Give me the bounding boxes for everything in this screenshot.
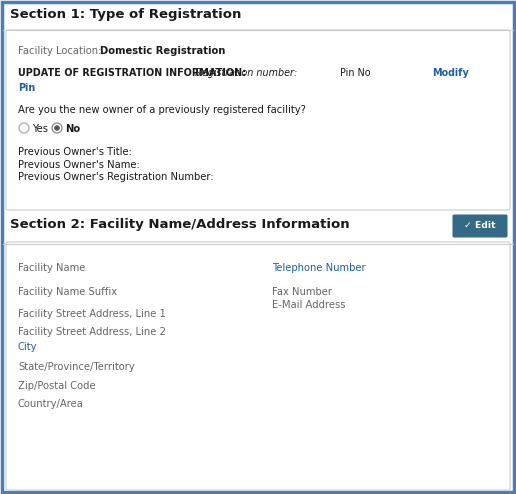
Text: Pin: Pin bbox=[18, 83, 35, 93]
Text: Facility Name: Facility Name bbox=[18, 263, 85, 273]
FancyBboxPatch shape bbox=[6, 242, 510, 490]
Text: Telephone Number: Telephone Number bbox=[272, 263, 366, 273]
Text: Modify: Modify bbox=[432, 68, 469, 78]
Text: Section 2: Facility Name/Address Information: Section 2: Facility Name/Address Informa… bbox=[10, 218, 350, 231]
Text: Pin No: Pin No bbox=[340, 68, 370, 78]
Text: Registration number:: Registration number: bbox=[195, 68, 297, 78]
Text: Facility Street Address, Line 2: Facility Street Address, Line 2 bbox=[18, 327, 166, 337]
Text: Yes: Yes bbox=[32, 124, 48, 134]
Circle shape bbox=[52, 123, 62, 133]
Text: Previous Owner's Registration Number:: Previous Owner's Registration Number: bbox=[18, 172, 214, 182]
Text: No: No bbox=[65, 124, 80, 134]
Text: Country/Area: Country/Area bbox=[18, 399, 84, 409]
Text: Domestic Registration: Domestic Registration bbox=[100, 46, 225, 56]
Text: Facility Street Address, Line 1: Facility Street Address, Line 1 bbox=[18, 309, 166, 319]
Circle shape bbox=[19, 123, 29, 133]
Text: Are you the new owner of a previously registered facility?: Are you the new owner of a previously re… bbox=[18, 105, 306, 115]
Text: Fax Number: Fax Number bbox=[272, 287, 332, 297]
Text: E-Mail Address: E-Mail Address bbox=[272, 300, 346, 310]
Text: Section 1: Type of Registration: Section 1: Type of Registration bbox=[10, 8, 241, 21]
Text: Facility Name Suffix: Facility Name Suffix bbox=[18, 287, 117, 297]
Text: ✓ Edit: ✓ Edit bbox=[464, 220, 496, 230]
FancyBboxPatch shape bbox=[6, 30, 510, 210]
Text: Zip/Postal Code: Zip/Postal Code bbox=[18, 381, 95, 391]
Text: UPDATE OF REGISTRATION INFORMATION:: UPDATE OF REGISTRATION INFORMATION: bbox=[18, 68, 246, 78]
Text: City: City bbox=[18, 342, 38, 352]
Text: State/Province/Territory: State/Province/Territory bbox=[18, 362, 135, 372]
Text: Facility Location:: Facility Location: bbox=[18, 46, 101, 56]
Text: Previous Owner's Title:: Previous Owner's Title: bbox=[18, 147, 132, 157]
FancyBboxPatch shape bbox=[453, 214, 508, 238]
Circle shape bbox=[54, 125, 60, 131]
Text: Previous Owner's Name:: Previous Owner's Name: bbox=[18, 160, 140, 170]
